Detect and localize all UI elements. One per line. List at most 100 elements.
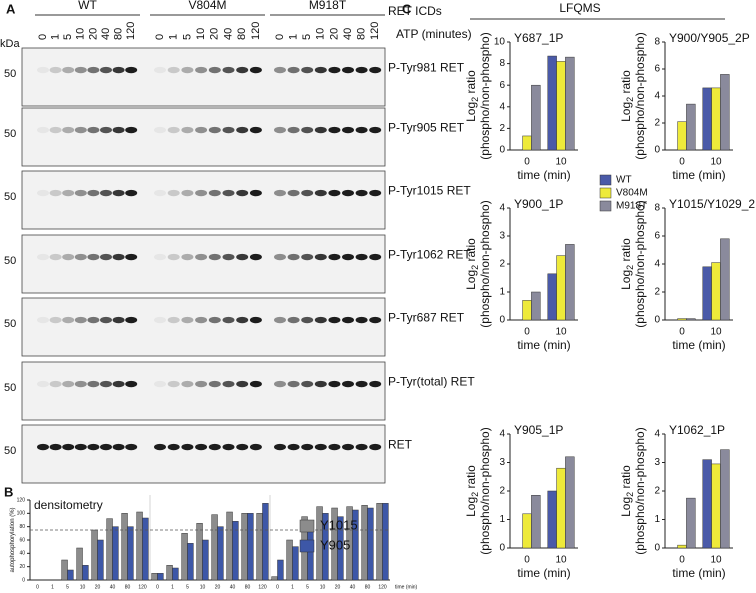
band — [112, 189, 125, 197]
x-tick-label: 80 — [245, 584, 251, 590]
band — [49, 126, 62, 134]
band — [301, 316, 314, 324]
band — [100, 126, 112, 134]
band — [301, 253, 314, 261]
time-label: 40 — [222, 28, 234, 40]
band — [236, 316, 249, 324]
time-label: 1 — [168, 34, 180, 40]
bar — [262, 503, 269, 581]
bar — [720, 74, 730, 151]
band — [249, 380, 262, 388]
band — [125, 66, 138, 74]
y-axis-label-subscript: 2 — [470, 492, 480, 497]
band — [274, 316, 286, 324]
band — [181, 66, 194, 74]
x-tick-label: 20 — [215, 584, 221, 590]
y-tick-label: 3 — [654, 457, 660, 468]
bar — [307, 527, 314, 581]
bar — [337, 516, 344, 581]
band — [154, 66, 166, 74]
band — [37, 316, 49, 324]
band — [287, 126, 300, 134]
bar — [711, 463, 721, 549]
band — [112, 253, 125, 261]
blot-label: P-Tyr687 RET — [388, 310, 465, 324]
group-label: M918T — [309, 0, 347, 12]
band — [369, 316, 382, 324]
band — [37, 380, 49, 388]
bar — [91, 529, 98, 581]
band — [236, 443, 249, 451]
x-tick-label: 40 — [110, 584, 116, 590]
y-axis-label-text: Log — [464, 497, 478, 517]
y-tick-label: 20 — [19, 564, 25, 570]
band — [236, 126, 249, 134]
time-label: 20 — [328, 28, 340, 40]
band — [274, 380, 286, 388]
band — [328, 443, 341, 451]
bar — [247, 513, 254, 581]
x-axis-label: time (min) — [672, 168, 725, 182]
band — [355, 189, 368, 197]
y-tick-label: 80 — [19, 524, 25, 530]
band — [249, 253, 262, 261]
y-axis-label: (phospho/non-phospho) — [633, 32, 647, 159]
y-tick-label: 4 — [654, 259, 660, 270]
bar — [286, 539, 293, 581]
band — [100, 66, 112, 74]
bar — [127, 526, 134, 581]
x-tick-label: 5 — [306, 584, 309, 590]
band — [208, 316, 221, 324]
blot — [21, 234, 386, 294]
band — [222, 443, 235, 451]
band — [37, 253, 49, 261]
y-axis-label-subscript: 2 — [470, 97, 480, 102]
band — [62, 189, 75, 197]
band — [274, 126, 286, 134]
band — [342, 126, 354, 134]
blot — [21, 297, 386, 357]
bar — [547, 55, 557, 151]
time-label: 1 — [50, 34, 62, 40]
y-tick-label: 8 — [654, 37, 660, 48]
bar — [217, 526, 224, 581]
band — [154, 253, 166, 261]
x-axis-label: time (min) — [517, 168, 570, 182]
panel-label: A — [6, 1, 16, 16]
time-label: 10 — [315, 28, 327, 40]
y-axis-label: (phospho/non-phospho) — [478, 427, 492, 554]
band — [355, 253, 368, 261]
band — [222, 253, 235, 261]
bar — [271, 576, 278, 581]
y-tick-label: 0 — [499, 543, 505, 554]
y-axis-label-text: ratio — [464, 238, 478, 265]
band — [314, 189, 327, 197]
x-tick-label: 0 — [679, 555, 685, 566]
y-axis-label-text: ratio — [619, 70, 633, 97]
chart-title: Y1062_1P — [669, 423, 725, 437]
band — [208, 380, 221, 388]
y-tick-label: 4 — [499, 101, 505, 112]
y-axis-label-text: Log — [464, 102, 478, 122]
y-tick-label: 4 — [654, 429, 660, 440]
band — [74, 380, 87, 388]
bar — [376, 503, 383, 581]
band — [100, 189, 112, 197]
y-axis-label-subscript: 2 — [625, 492, 635, 497]
y-tick-label: 0 — [654, 543, 660, 554]
blot — [21, 170, 386, 230]
band — [355, 443, 368, 451]
band — [249, 443, 262, 451]
marker-label: 50 — [4, 382, 16, 394]
bar — [112, 526, 119, 581]
band — [274, 66, 286, 74]
time-label: 120 — [250, 22, 262, 40]
bar — [367, 507, 374, 581]
band — [314, 66, 327, 74]
blot-label: P-Tyr1062 RET — [388, 247, 471, 261]
blot-label: P-Tyr(total) RET — [388, 374, 475, 388]
band — [236, 189, 249, 197]
y-tick-label: 120 — [17, 497, 26, 503]
band — [74, 443, 87, 451]
